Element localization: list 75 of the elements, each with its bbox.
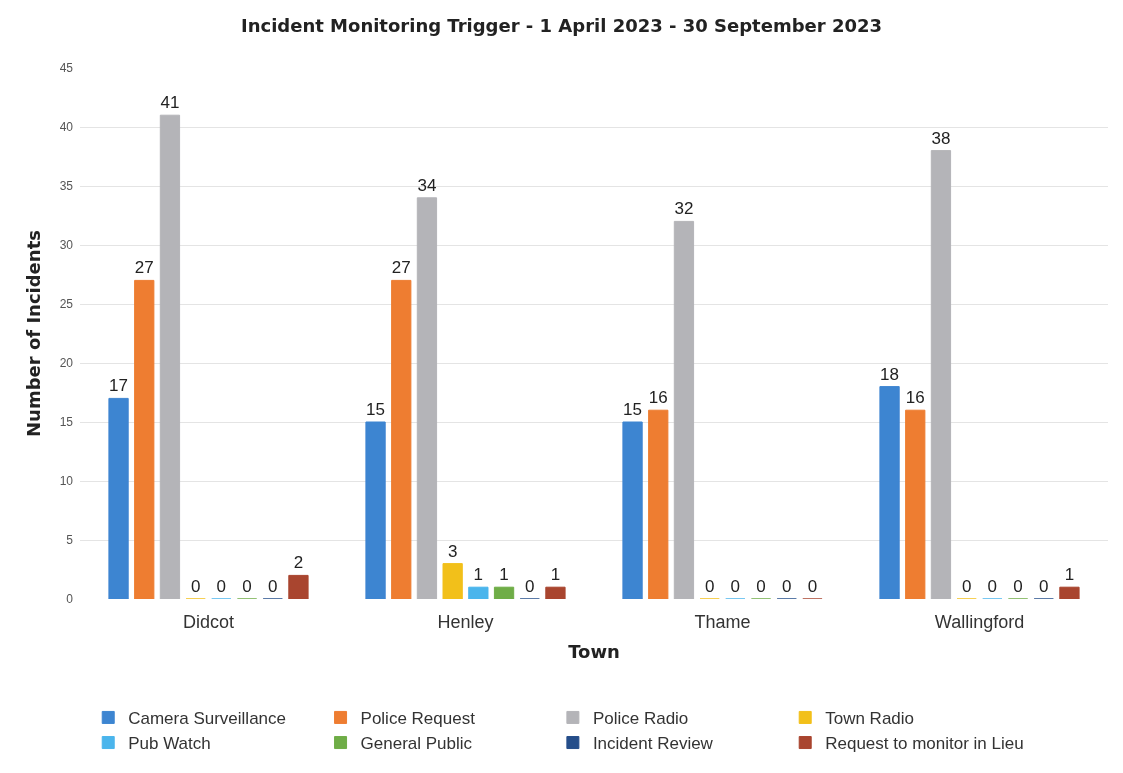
bar — [365, 421, 386, 599]
data-label: 1 — [499, 565, 509, 585]
data-label: 0 — [216, 577, 227, 596]
y-axis-title: Number of Incidents — [22, 230, 44, 437]
y-tick-label: 35 — [59, 179, 74, 194]
x-tick-label: Didcot — [182, 612, 235, 632]
data-label: 0 — [987, 577, 998, 596]
data-label: 15 — [366, 400, 386, 419]
y-tick-label: 45 — [59, 61, 74, 76]
bar — [159, 114, 181, 599]
y-tick-label: 0 — [66, 592, 74, 607]
data-label: 2 — [293, 553, 304, 573]
data-label: 0 — [730, 577, 741, 596]
bar — [391, 279, 412, 599]
data-label: 32 — [674, 199, 694, 219]
bar — [288, 574, 309, 599]
legend-label: General Public — [360, 734, 473, 754]
data-label: 0 — [1013, 577, 1023, 596]
data-label: 1 — [473, 565, 484, 585]
y-tick-label: 10 — [59, 474, 74, 489]
bar — [673, 220, 695, 599]
bar — [1059, 586, 1080, 599]
y-tick-label: 30 — [59, 238, 74, 253]
data-label: 27 — [134, 258, 154, 278]
legend-label: Camera Surveillance — [128, 709, 287, 729]
bar — [493, 586, 515, 599]
data-label: 0 — [268, 577, 278, 596]
legend-label: Police Radio — [592, 709, 689, 729]
data-label: 0 — [704, 577, 715, 596]
bar — [648, 409, 669, 599]
x-tick-label: Thame — [694, 612, 751, 632]
legend-label: Pub Watch — [128, 734, 211, 754]
bar — [468, 586, 489, 599]
data-label: 0 — [190, 577, 201, 596]
data-label: 41 — [160, 93, 180, 113]
legend-label: Request to monitor in Lieu — [825, 734, 1024, 754]
data-label: 0 — [525, 577, 535, 596]
data-label: 0 — [782, 577, 792, 596]
bar — [622, 421, 643, 599]
data-label: 3 — [447, 541, 458, 561]
chart-title: Incident Monitoring Trigger - 1 April 2023 - 30 September 2023 — [240, 14, 883, 36]
x-tick-label: Henley — [437, 612, 494, 632]
bar — [134, 279, 155, 599]
bar — [930, 150, 952, 599]
data-label: 15 — [623, 400, 643, 419]
y-tick-label: 25 — [59, 297, 74, 312]
data-label: 16 — [905, 388, 925, 408]
x-axis-title: Town — [568, 641, 620, 663]
data-label: 16 — [648, 388, 668, 408]
legend-label: Incident Review — [592, 734, 714, 754]
data-label: 0 — [756, 577, 766, 596]
bar — [416, 197, 438, 599]
data-label: 0 — [961, 577, 972, 596]
legend-label: Police Request — [360, 709, 476, 729]
x-tick-label: Wallingford — [934, 612, 1025, 632]
data-label: 1 — [550, 565, 561, 585]
legend-label: Town Radio — [825, 709, 915, 729]
data-label: 0 — [242, 577, 252, 596]
data-label: 34 — [417, 175, 437, 195]
data-label: 1 — [1064, 565, 1075, 585]
data-label: 17 — [109, 376, 129, 396]
data-label: 38 — [931, 128, 951, 148]
y-tick-label: 20 — [59, 356, 74, 371]
bar — [905, 409, 926, 599]
y-tick-label: 5 — [66, 533, 74, 548]
bar — [545, 586, 566, 599]
bar — [108, 397, 129, 599]
bar — [879, 386, 900, 599]
y-tick-label: 40 — [59, 120, 74, 135]
y-tick-label: 15 — [59, 415, 74, 430]
data-label: 0 — [1039, 577, 1049, 596]
data-label: 0 — [807, 577, 818, 596]
data-label: 27 — [391, 258, 411, 278]
data-label: 18 — [880, 364, 900, 384]
bar — [442, 563, 463, 599]
